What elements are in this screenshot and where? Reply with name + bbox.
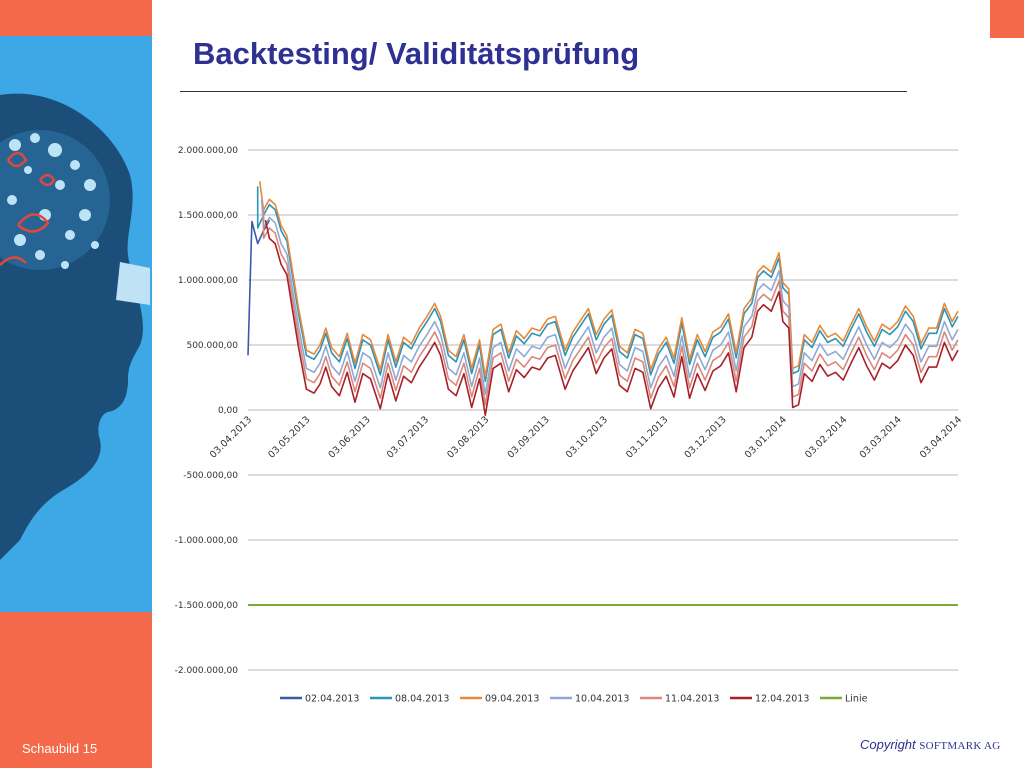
series-line [258,181,959,377]
x-tick-label: 03.12.2013 [683,414,729,460]
slide-title: Backtesting/ Validitätsprüfung [193,36,640,71]
y-tick-label: -500.000,00 [183,471,238,481]
decorative-head-illustration [0,0,152,768]
series-line [256,186,959,383]
y-tick-label: -1.500.000,00 [175,601,239,611]
x-tick-label: 03.05.2013 [266,414,312,460]
company-name: SOFTMARK AG [919,740,1001,752]
x-tick-label: 03.11.2013 [624,414,670,460]
y-tick-label: 2.000.000,00 [178,146,238,156]
y-tick-label: -1.000.000,00 [175,536,239,546]
series-line [264,220,959,416]
series-line [247,219,271,356]
slide-number-label: Schaubild 15 [22,741,98,756]
x-tick-label: 03.03.2014 [858,414,904,460]
copyright-label: Copyright [860,737,916,752]
x-tick-label: 03.09.2013 [505,414,551,460]
legend-label: 09.04.2013 [485,694,539,705]
y-tick-label: 0,00 [218,406,238,416]
legend-label: 08.04.2013 [395,694,449,705]
x-tick-label: 03.08.2013 [445,414,491,460]
x-tick-label: 03.10.2013 [564,414,610,460]
legend-label: 11.04.2013 [665,694,719,705]
title-divider [180,91,907,92]
legend-label: Linie [845,694,868,705]
series-line [262,209,959,406]
x-tick-label: 03.01.2014 [743,414,789,460]
x-tick-label: 03.07.2013 [385,414,431,460]
series-line [260,199,959,396]
backtesting-line-chart: 2.000.000,00 1.500.000,00 1.000.000,00 500.… [175,146,964,705]
x-tick-label: 03.04.2014 [918,414,964,460]
copyright-notice: Copyright SOFTMARK AG [860,737,1001,752]
x-tick-label: 03.04.2013 [208,414,254,460]
legend-label: 02.04.2013 [305,694,359,705]
x-tick-label: 03.06.2013 [327,414,373,460]
y-tick-label: 1.500.000,00 [178,211,238,221]
x-tick-label: 03.02.2014 [803,414,849,460]
legend-label: 12.04.2013 [755,694,809,705]
corner-accent-block [990,0,1024,38]
y-tick-label: -2.000.000,00 [175,666,239,676]
y-tick-label: 500.000,00 [186,341,238,351]
y-tick-label: 1.000.000,00 [178,276,238,286]
legend-label: 10.04.2013 [575,694,629,705]
